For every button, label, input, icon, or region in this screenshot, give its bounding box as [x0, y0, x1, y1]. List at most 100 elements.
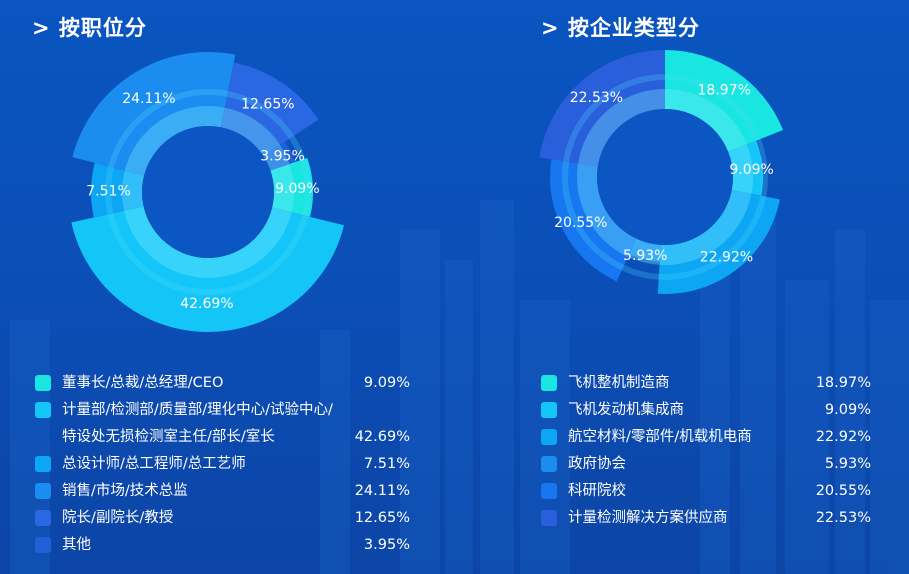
enterprise-type-panel: > 按企业类型分 18.97% 9.09% 22.92% 5.93% 20.55% 22.…: [455, 0, 909, 574]
pie-slice-inner-band: [627, 238, 661, 265]
legend-swatch: [35, 483, 51, 499]
legend-item[interactable]: 政府协会 5.93%: [541, 451, 871, 478]
legend-item[interactable]: 飞机整机制造商 18.97%: [541, 370, 871, 397]
pie-slice-inner-band: [577, 163, 637, 257]
legend-value: 9.09%: [824, 402, 871, 418]
legend-item[interactable]: 董事长/总裁/总经理/CEO 9.09%: [35, 370, 410, 397]
legend-item[interactable]: 计量部/检测部/质量部/理化中心/试验中心/特设处无损检测室主任/部长/室长 42…: [35, 397, 410, 451]
legend-label-line: 飞机整机制造商: [568, 375, 670, 391]
pie-slice[interactable]: [71, 206, 345, 333]
pie-slice-inner-band: [263, 144, 290, 171]
enterprise-type-legend: 飞机整机制造商 18.97% 飞机发动机集成商 9.09% 航空材料/零部件/机载机电商…: [541, 370, 871, 532]
data-label: 7.51%: [86, 183, 130, 199]
inner-glow-ring: [105, 89, 311, 295]
position-legend: 董事长/总裁/总经理/CEO 9.09% 计量部/检测部/质量部/理化中心/试验中心…: [35, 370, 410, 559]
legend-label: 董事长/总裁/总经理/CEO: [62, 370, 223, 397]
legend-label-line: 销售/市场/技术总监: [62, 483, 188, 499]
pie-slice-inner-band: [124, 105, 225, 176]
donut-hole: [142, 126, 274, 258]
legend-label: 其他: [62, 532, 91, 559]
legend-item[interactable]: 总设计师/总工程师/总工艺师 7.51%: [35, 451, 410, 478]
legend-label: 科研院校: [568, 478, 626, 505]
pie-slice[interactable]: [220, 62, 319, 156]
legend-label-line: 董事长/总裁/总经理/CEO: [62, 375, 224, 391]
legend-label: 计量部/检测部/质量部/理化中心/试验中心/特设处无损检测室主任/部长/室长: [62, 397, 333, 451]
data-label: 24.11%: [122, 91, 175, 107]
legend-swatch: [35, 456, 51, 472]
legend-swatch: [35, 537, 51, 553]
legend-swatch: [541, 456, 557, 472]
pie-slice-inner-band: [270, 164, 295, 213]
pie-slice[interactable]: [539, 50, 665, 167]
pie-slice[interactable]: [550, 159, 637, 282]
legend-label: 计量检测解决方案供应商: [568, 505, 728, 532]
pie-slice-inner-band: [122, 170, 145, 211]
legend-item[interactable]: 航空材料/零部件/机载机电商 22.92%: [541, 424, 871, 451]
pie-slice[interactable]: [270, 157, 313, 217]
legend-swatch: [541, 483, 557, 499]
legend-label: 飞机整机制造商: [568, 370, 670, 397]
pie-slice[interactable]: [665, 50, 783, 152]
legend-value: 22.53%: [815, 510, 871, 526]
pie-slice-inner-band: [665, 89, 747, 152]
enterprise-type-donut-chart: 18.97% 9.09% 22.92% 5.93% 20.55% 22.53%: [539, 50, 783, 294]
position-donut-chart: 9.09% 42.69% 7.51% 24.11% 12.65% 3.95%: [71, 52, 345, 333]
pie-slice-inner-band: [659, 190, 752, 265]
inner-glow-ring: [562, 74, 768, 280]
pie-slice[interactable]: [72, 52, 236, 176]
legend-value: 18.97%: [815, 375, 871, 391]
chart-title: > 按企业类型分: [541, 16, 700, 40]
legend-label-line: 计量检测解决方案供应商: [568, 510, 728, 526]
data-label: 9.09%: [729, 162, 773, 178]
data-label: 22.53%: [570, 90, 623, 106]
data-label: 18.97%: [698, 83, 751, 99]
pie-slice[interactable]: [91, 162, 145, 218]
legend-label: 销售/市场/技术总监: [62, 478, 188, 505]
legend-item[interactable]: 院长/副院长/教授 12.65%: [35, 505, 410, 532]
pie-slice-inner-band: [728, 144, 753, 194]
legend-item[interactable]: 计量检测解决方案供应商 22.53%: [541, 505, 871, 532]
legend-item[interactable]: 飞机发动机集成商 9.09%: [541, 397, 871, 424]
legend-value: 20.55%: [815, 483, 871, 499]
legend-label: 总设计师/总工程师/总工艺师: [62, 451, 246, 478]
legend-item[interactable]: 科研院校 20.55%: [541, 478, 871, 505]
data-label: 3.95%: [260, 148, 304, 164]
legend-swatch: [35, 402, 51, 418]
chart-title: > 按职位分: [32, 16, 147, 40]
legend-label-line: 总设计师/总工程师/总工艺师: [62, 456, 246, 472]
pie-slice-inner-band: [220, 107, 280, 156]
pie-slice[interactable]: [629, 238, 661, 262]
legend-value: 9.09%: [363, 375, 410, 391]
legend-value: 3.95%: [363, 537, 410, 553]
data-label: 9.09%: [275, 181, 319, 197]
data-label: 20.55%: [554, 215, 607, 231]
legend-swatch: [35, 375, 51, 391]
legend-value: 5.93%: [824, 456, 871, 472]
pie-slice[interactable]: [657, 190, 780, 294]
legend-swatch: [35, 510, 51, 526]
legend-value: 22.92%: [815, 429, 871, 445]
pie-slice-inner-band: [124, 206, 292, 278]
pie-slice[interactable]: [263, 141, 295, 171]
legend-item[interactable]: 其他 3.95%: [35, 532, 410, 559]
data-label: 5.93%: [623, 248, 667, 264]
legend-swatch: [541, 510, 557, 526]
legend-label-line: 航空材料/零部件/机载机电商: [568, 429, 752, 445]
legend-value: 42.69%: [354, 429, 410, 445]
pie-slice[interactable]: [728, 140, 763, 196]
legend-swatch: [541, 402, 557, 418]
legend-value: 12.65%: [354, 510, 410, 526]
legend-value: 24.11%: [354, 483, 410, 499]
legend-label: 政府协会: [568, 451, 626, 478]
legend-swatch: [541, 375, 557, 391]
legend-item[interactable]: 销售/市场/技术总监 24.11%: [35, 478, 410, 505]
legend-label-line: 政府协会: [568, 456, 626, 472]
legend-value: 7.51%: [363, 456, 410, 472]
legend-label-line: 特设处无损检测室主任/部长/室长: [62, 429, 275, 445]
legend-label-line: 其他: [62, 537, 91, 553]
legend-label-line: 计量部/检测部/质量部/理化中心/试验中心/: [62, 402, 333, 418]
data-label: 12.65%: [241, 96, 294, 112]
pie-slice-inner-band: [578, 89, 665, 167]
position-panel: > 按职位分 9.09% 42.69% 7.51% 24.11% 12.65% 3.95%…: [32, 16, 410, 559]
